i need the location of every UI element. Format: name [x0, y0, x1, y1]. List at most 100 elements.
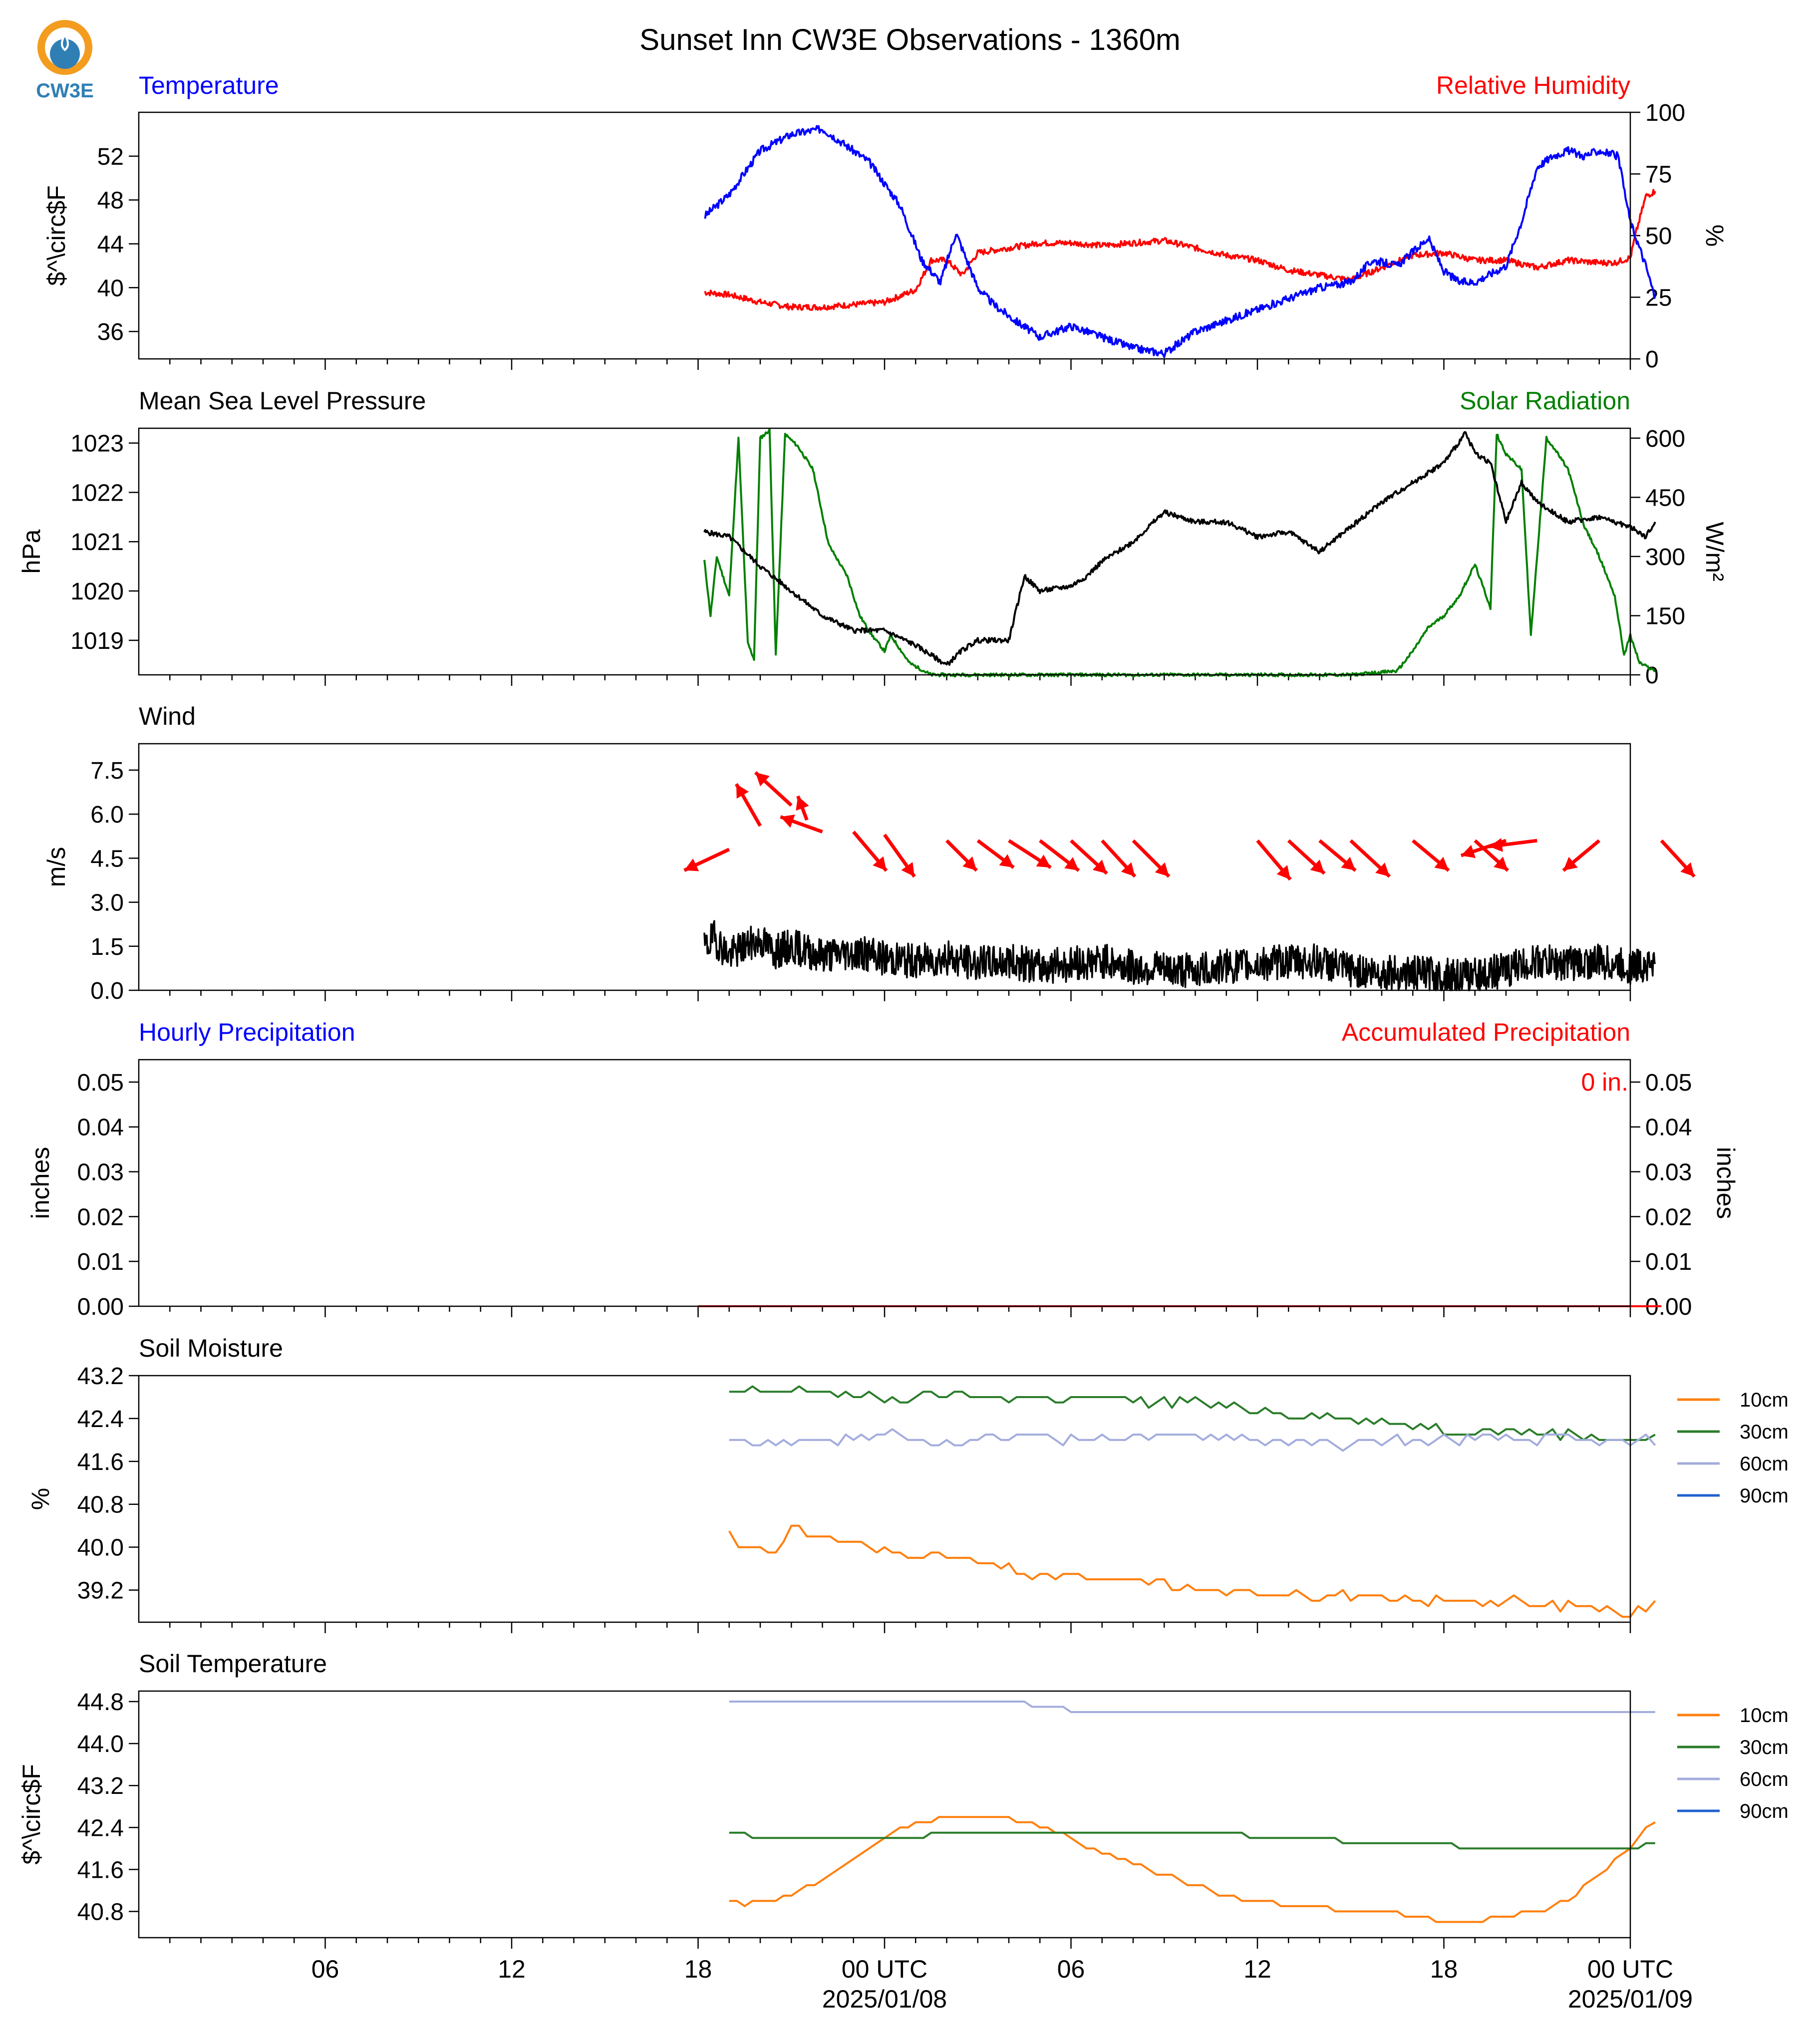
- cw3e-logo: CW3E: [36, 20, 94, 102]
- legend-item-90cm: 90cm: [1677, 1800, 1789, 1822]
- wind-direction-arrow: [945, 839, 978, 872]
- wind-title: Wind: [139, 702, 196, 730]
- right-tick-label: 300: [1645, 544, 1685, 571]
- wind-direction-arrow: [1256, 839, 1292, 881]
- humidity-unit: %: [1701, 225, 1729, 247]
- wind-direction-arrow: [1489, 838, 1537, 852]
- soil-10cm-line: [728, 1524, 1656, 1618]
- legend-item-60cm: 60cm: [1677, 1453, 1789, 1475]
- pressure-frame: [138, 427, 1631, 676]
- wind-direction-arrow: [1008, 839, 1052, 869]
- right-tick-label: 25: [1645, 285, 1672, 311]
- left-tick-label: 42.4: [77, 1815, 124, 1841]
- right-tick-label: 100: [1645, 100, 1685, 126]
- left-tick-label: 40: [97, 275, 124, 301]
- logo-text: CW3E: [36, 80, 94, 102]
- hourly-precip-unit: inches: [26, 1147, 54, 1219]
- wind-direction-arrow: [1349, 839, 1391, 878]
- time-tick-label: 00 UTC: [1587, 1955, 1673, 1983]
- left-tick-label: 3.0: [90, 890, 124, 916]
- time-tick-label: 12: [1243, 1955, 1271, 1983]
- legend-label: 90cm: [1740, 1485, 1789, 1507]
- legend-label: 60cm: [1740, 1768, 1789, 1790]
- legend-item-10cm: 10cm: [1677, 1705, 1789, 1727]
- precip-total-label: 0 in.: [1581, 1068, 1628, 1096]
- left-tick-label: 40.0: [77, 1535, 124, 1561]
- precip-right-ticks: 0.000.010.020.030.040.05: [1630, 1070, 1692, 1320]
- pressure-unit: hPa: [17, 529, 45, 574]
- soil-temperature-legend: 10cm 30cm 60cm 90cm: [1677, 1705, 1789, 1822]
- soil-temperature-unit: $^\circ$F: [17, 1764, 45, 1864]
- figure-title: Sunset Inn CW3E Observations - 1360m: [639, 23, 1181, 56]
- right-tick-label: 150: [1645, 603, 1685, 629]
- soil-moisture-plot-area: [728, 1385, 1656, 1618]
- time-tick-label: 06: [311, 1955, 339, 1983]
- temperature-frame: [138, 111, 1631, 360]
- right-tick-label: 0.05: [1645, 1070, 1692, 1096]
- left-tick-label: 40.8: [77, 1899, 124, 1925]
- soil-temperature-time-ticks: [169, 1938, 1631, 1949]
- wind-direction-arrow: [796, 795, 809, 821]
- legend-item-90cm: 90cm: [1677, 1485, 1789, 1507]
- wind-time-ticks: [169, 990, 1631, 1001]
- legend-label: 90cm: [1740, 1800, 1789, 1822]
- wind-direction-arrow: [1132, 839, 1171, 878]
- wind-direction-arrow: [1474, 839, 1510, 872]
- left-tick-label: 1023: [70, 431, 124, 457]
- wind-direction-arrow: [1070, 839, 1108, 875]
- time-tick-label: 06: [1057, 1955, 1085, 1983]
- temperature-unit: $^\circ$F: [42, 185, 70, 286]
- temperature-panel: Temperature Relative Humidity $^\circ$F …: [42, 71, 1729, 373]
- left-tick-label: 0.0: [90, 978, 124, 1004]
- legend-label: 60cm: [1740, 1453, 1789, 1475]
- humidity-series-line: [704, 189, 1656, 311]
- wind-speed-line: [703, 920, 1656, 991]
- left-tick-label: 1020: [70, 579, 124, 605]
- solar-unit: W/m²: [1701, 522, 1729, 581]
- left-tick-label: 48: [97, 188, 124, 214]
- temperature-time-ticks: [169, 359, 1631, 370]
- pressure-time-ticks: [169, 675, 1631, 686]
- soil-moisture-legend: 10cm 30cm 60cm 90cm: [1677, 1389, 1789, 1507]
- soil-30cm-line: [729, 1831, 1655, 1850]
- left-tick-label: 40.8: [77, 1492, 124, 1518]
- date-tick-label: 2025/01/09: [1568, 1985, 1693, 2013]
- right-tick-label: 450: [1645, 485, 1685, 511]
- left-tick-label: 7.5: [90, 758, 124, 784]
- wind-direction-arrow: [734, 783, 762, 827]
- wind-direction-arrow: [1101, 839, 1137, 878]
- legend-label: 10cm: [1740, 1705, 1789, 1727]
- time-tick-label: 18: [1430, 1955, 1458, 1983]
- pressure-series-line: [703, 431, 1656, 666]
- wind-direction-arrow: [1660, 839, 1696, 878]
- soil-moisture-frame: [138, 1375, 1631, 1623]
- left-tick-label: 0.01: [77, 1249, 124, 1275]
- left-tick-label: 4.5: [90, 846, 124, 872]
- hourly-precip-title: Hourly Precipitation: [139, 1018, 355, 1046]
- temperature-plot-area: [704, 125, 1656, 358]
- soil-60cm-line: [729, 1701, 1655, 1713]
- left-tick-label: 1.5: [90, 934, 124, 960]
- left-tick-label: 1022: [70, 480, 124, 506]
- precip-time-ticks: [169, 1306, 1631, 1317]
- legend-item-60cm: 60cm: [1677, 1768, 1789, 1790]
- right-tick-label: 600: [1645, 426, 1685, 452]
- temperature-left-ticks: 36 40 44 48 52: [97, 144, 139, 345]
- right-tick-label: 0.04: [1645, 1115, 1692, 1141]
- wind-direction-arrow: [683, 848, 730, 872]
- droplet-icon: [61, 33, 69, 51]
- left-tick-label: 1021: [70, 529, 124, 556]
- soil-temperature-frame: [138, 1690, 1631, 1939]
- soil-60cm-line: [729, 1428, 1656, 1452]
- left-tick-label: 0.04: [77, 1115, 124, 1141]
- humidity-title: Relative Humidity: [1436, 71, 1630, 99]
- soil-moisture-left-ticks: 39.2 40.0 40.8 41.6 42.4 43.2: [77, 1363, 139, 1604]
- left-tick-label: 52: [97, 144, 124, 170]
- wind-direction-arrow: [754, 771, 793, 807]
- wind-unit: m/s: [42, 847, 70, 887]
- legend-label: 30cm: [1740, 1737, 1789, 1758]
- wind-direction-arrow: [1562, 839, 1600, 872]
- wind-direction-arrow: [852, 831, 888, 872]
